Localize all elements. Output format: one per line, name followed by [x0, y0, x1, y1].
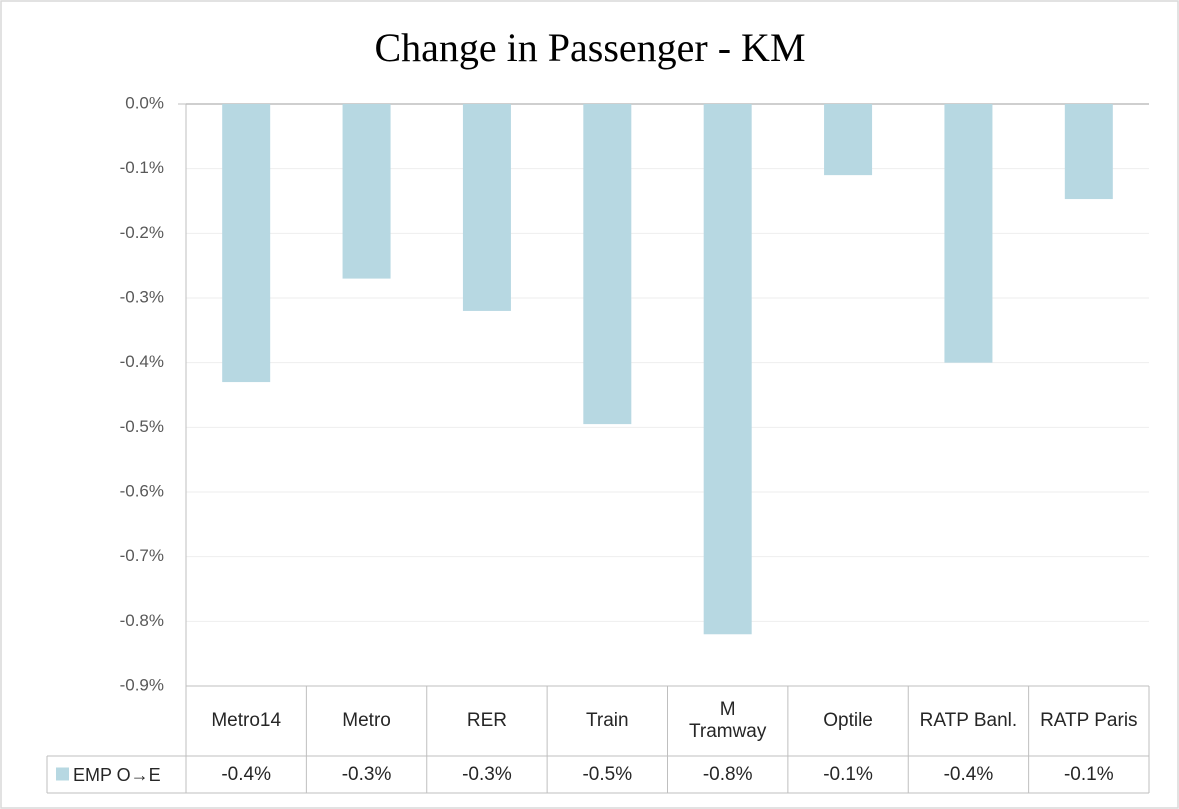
data-table-value: -0.8% [702, 763, 753, 785]
bar [703, 104, 752, 635]
y-tick-label: -0.1% [120, 158, 164, 177]
data-table-value: -0.3% [462, 763, 512, 785]
chart-title: Change in Passenger - KM [374, 25, 805, 70]
bar [824, 104, 873, 176]
y-tick-label: -0.2% [120, 223, 164, 242]
data-table-value: -0.1% [823, 763, 873, 785]
x-tick-label: RER [466, 710, 507, 731]
bar [1064, 104, 1113, 200]
data-table-value: -0.1% [1063, 763, 1114, 785]
y-tick-label: -0.5% [120, 417, 164, 436]
x-tick-label: RATP Banl. [919, 710, 1018, 731]
x-tick-label: Metro [342, 710, 391, 731]
data-table-value: -0.3% [341, 763, 392, 785]
y-tick-label: -0.7% [120, 546, 164, 565]
data-table-value: -0.4% [221, 763, 271, 785]
y-tick-label: 0.0% [125, 93, 164, 112]
bar [462, 104, 511, 311]
x-tick-label: Metro14 [211, 710, 282, 731]
data-table-value: -0.4% [943, 763, 994, 785]
bar [222, 104, 271, 383]
legend-swatch [56, 767, 69, 781]
bar [342, 104, 391, 279]
x-tick-label: RATP Paris [1040, 710, 1138, 731]
x-tick-label: M Tramway [688, 699, 767, 742]
y-tick-label: -0.9% [120, 675, 164, 694]
x-tick-label: Train [586, 710, 629, 731]
y-tick-label: -0.6% [120, 481, 164, 500]
bar [944, 104, 993, 363]
y-tick-label: -0.8% [120, 611, 164, 630]
bar [583, 104, 632, 425]
y-tick-label: -0.4% [120, 352, 164, 371]
legend-label: EMP O→E [73, 764, 161, 785]
data-table-value: -0.5% [582, 763, 633, 785]
y-tick-label: -0.3% [120, 287, 164, 306]
x-tick-label: Optile [823, 710, 873, 731]
